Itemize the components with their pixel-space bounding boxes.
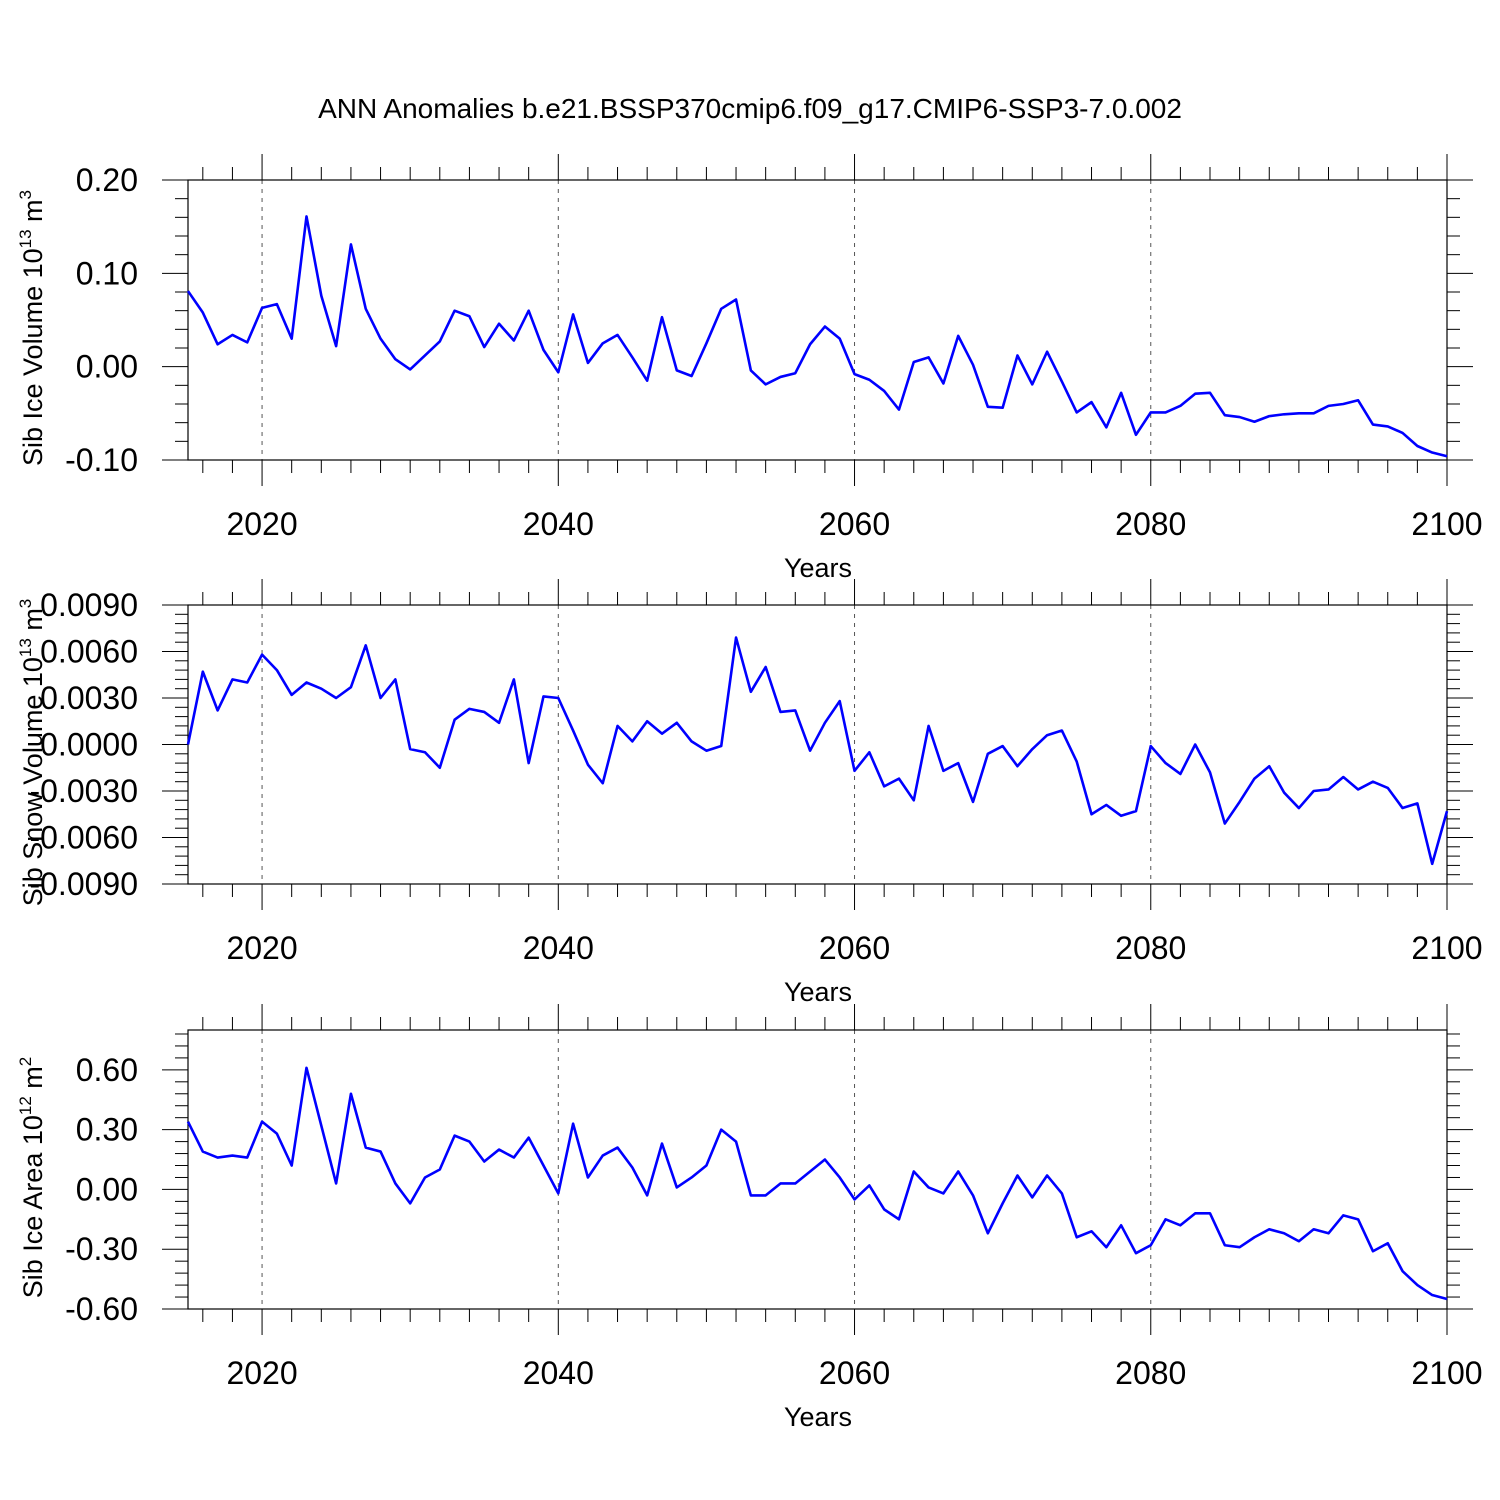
y-tick-label: 0.0030	[40, 680, 138, 716]
x-tick-label: 2060	[819, 506, 890, 542]
y-tick-label: 0.30	[76, 1112, 138, 1148]
y-tick-label: -0.0030	[29, 773, 138, 809]
x-tick-label: 2020	[226, 506, 297, 542]
y-axis-label: Sib Ice Volume 1013 m3	[16, 190, 48, 466]
series-line	[186, 636, 1449, 866]
x-tick-label: 2020	[226, 930, 297, 966]
y-tick-label: 0.0060	[40, 634, 138, 670]
y-axis-label: Sib Snow Volume 1013 m3	[16, 599, 48, 907]
x-tick-label: 2080	[1115, 930, 1186, 966]
chart-title: ANN Anomalies b.e21.BSSP370cmip6.f09_g17…	[318, 93, 1182, 124]
panels: 2020 2040 2060 2080 2100 Years -0.10 0.00 0.10 0.…	[16, 154, 1483, 1432]
x-tick-label: 2060	[819, 1355, 890, 1391]
x-tick-label: 2100	[1411, 506, 1482, 542]
y-axis-label: Sib Ice Area 1012 m2	[16, 1057, 48, 1299]
plot-frame	[187, 1029, 1448, 1310]
plot-frame	[187, 179, 1448, 461]
y-tick-label: -0.60	[65, 1291, 138, 1327]
x-axis-label: Years	[784, 977, 852, 1007]
x-tick-label: 2100	[1411, 1355, 1482, 1391]
y-tick-label: 0.00	[76, 1171, 138, 1207]
x-axis-label: Years	[784, 553, 852, 583]
x-tick-label: 2060	[819, 930, 890, 966]
y-tick-label: 0.0000	[40, 727, 138, 763]
y-tick-label: -0.10	[65, 442, 138, 478]
series-line	[186, 215, 1448, 458]
y-tick-label: 0.00	[76, 349, 138, 385]
y-tick-label: 0.10	[76, 255, 138, 291]
panel-3: 2020 2040 2060 2080 2100 Years -0.60 -0.30 0.00 0…	[16, 1004, 1483, 1432]
x-tick-label: 2020	[226, 1355, 297, 1391]
panel-1: 2020 2040 2060 2080 2100 Years -0.10 0.00 0.10 0.…	[16, 154, 1483, 583]
y-tick-label: -0.0060	[29, 820, 138, 856]
x-tick-label: 2100	[1411, 930, 1482, 966]
y-tick-label: 0.0090	[40, 587, 138, 623]
y-tick-label: 0.20	[76, 162, 138, 198]
y-tick-label: -0.0090	[29, 866, 138, 902]
series-line	[186, 1066, 1448, 1301]
x-tick-label: 2040	[523, 506, 594, 542]
x-axis-label: Years	[784, 1402, 852, 1432]
x-tick-label: 2040	[523, 930, 594, 966]
y-tick-label: -0.30	[65, 1231, 138, 1267]
panel-2: 2020 2040 2060 2080 2100 Years -0.0090 -0.0060 -…	[16, 579, 1483, 1007]
x-tick-label: 2080	[1115, 1355, 1186, 1391]
x-tick-label: 2080	[1115, 506, 1186, 542]
x-tick-label: 2040	[523, 1355, 594, 1391]
plot-frame	[187, 604, 1448, 885]
y-tick-label: 0.60	[76, 1052, 138, 1088]
